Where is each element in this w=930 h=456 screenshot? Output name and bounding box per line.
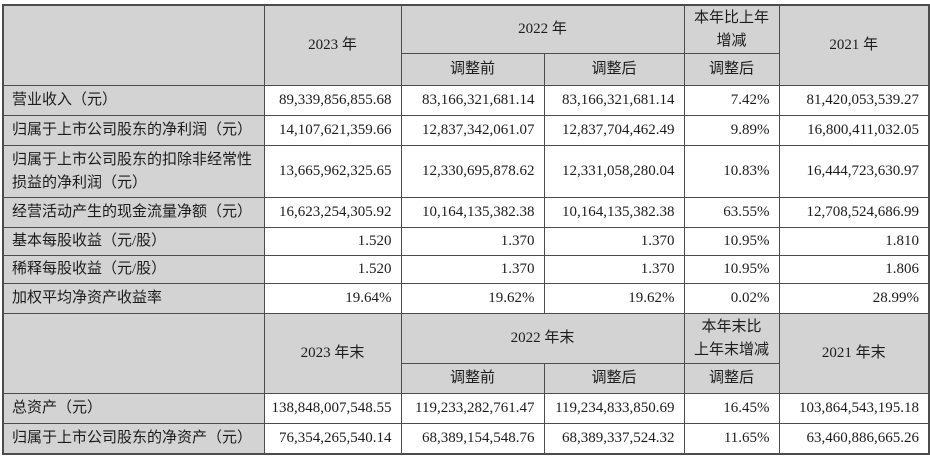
table-row-total-assets: 总资产（元） 138,848,007,548.55 119,233,282,76… <box>2 393 930 424</box>
header-year-end-change: 本年末比 上年末增减 <box>683 313 780 364</box>
subheader-after-adjust: 调整后 <box>543 53 685 86</box>
value-change: 16.45% <box>683 393 780 424</box>
value-2021: 81,420,053,539.27 <box>778 85 930 116</box>
value-2022-before: 68,389,154,548.76 <box>400 423 545 454</box>
value-2023: 19.64% <box>263 283 402 314</box>
header-year-2022: 2022 年 <box>400 4 685 54</box>
value-change: 0.02% <box>683 283 780 314</box>
section2-header-row-1: 2023 年末 2022 年末 本年末比 上年末增减 2021 年末 <box>2 313 930 394</box>
subheader-before-adjust: 调整前 <box>400 363 545 394</box>
subheader-before-adjust: 调整前 <box>400 53 545 86</box>
value-2021: 1.806 <box>778 255 930 284</box>
section1-header-row-2: 调整前 调整后 调整后 <box>3 53 929 86</box>
metric-label: 归属于上市公司股东的净利润（元） <box>2 115 265 146</box>
value-2023: 1.520 <box>263 227 402 256</box>
value-2023: 13,665,962,325.65 <box>263 145 402 198</box>
metric-label: 归属于上市公司股东的扣除非经常性损益的净利润（元） <box>2 145 265 198</box>
value-2022-after: 83,166,321,681.14 <box>543 85 685 116</box>
metric-label: 加权平均净资产收益率 <box>2 283 265 314</box>
metric-label: 基本每股收益（元/股） <box>2 227 265 256</box>
table-row-net-assets: 归属于上市公司股东的净资产（元） 76,354,265,540.14 68,38… <box>2 423 930 454</box>
subheader-change-after-adjust: 调整后 <box>683 363 780 394</box>
table-row-operating-cash-flow: 经营活动产生的现金流量净额（元） 16,623,254,305.92 10,16… <box>2 197 930 228</box>
financial-summary-table: 2023 年 2022 年 本年比上年 增减 2021 年 调整前 调整后 调整… <box>2 4 930 455</box>
metric-label: 营业收入（元） <box>2 85 265 116</box>
table-row-net-profit-deducted: 归属于上市公司股东的扣除非经常性损益的净利润（元） 13,665,962,325… <box>2 145 930 198</box>
header-year-2021: 2021 年 <box>778 4 930 86</box>
header-year-2023: 2023 年 <box>263 4 402 86</box>
value-2021: 103,864,543,195.18 <box>778 393 930 424</box>
value-2022-after: 12,837,704,462.49 <box>543 115 685 146</box>
header-year-end-2022: 2022 年末 <box>400 313 685 364</box>
value-2022-after: 119,234,833,850.69 <box>543 393 685 424</box>
value-2023: 76,354,265,540.14 <box>263 423 402 454</box>
header-yoy-change: 本年比上年 增减 <box>683 4 780 54</box>
value-2022-after: 10,164,135,382.38 <box>543 197 685 228</box>
value-2022-after: 12,331,058,280.04 <box>543 145 685 198</box>
value-2022-after: 1.370 <box>543 227 685 256</box>
value-2023: 1.520 <box>263 255 402 284</box>
value-change: 9.89% <box>683 115 780 146</box>
subheader-after-adjust: 调整后 <box>543 363 685 394</box>
value-change: 10.95% <box>683 227 780 256</box>
header-year-end-2021: 2021 年末 <box>778 313 930 394</box>
value-2021: 28.99% <box>778 283 930 314</box>
value-2022-before: 12,330,695,878.62 <box>400 145 545 198</box>
value-2022-before: 12,837,342,061.07 <box>400 115 545 146</box>
header-year-end-2023: 2023 年末 <box>263 313 402 394</box>
value-2023: 14,107,621,359.66 <box>263 115 402 146</box>
value-2022-after: 19.62% <box>543 283 685 314</box>
value-2021: 1.810 <box>778 227 930 256</box>
metric-label: 归属于上市公司股东的净资产（元） <box>2 423 265 454</box>
value-2022-before: 83,166,321,681.14 <box>400 85 545 116</box>
table-row-diluted-eps: 稀释每股收益（元/股） 1.520 1.370 1.370 10.95% 1.8… <box>2 255 930 284</box>
value-2022-before: 19.62% <box>400 283 545 314</box>
value-2023: 138,848,007,548.55 <box>263 393 402 424</box>
table-row-revenue: 营业收入（元） 89,339,856,855.68 83,166,321,681… <box>2 85 930 116</box>
value-2023: 89,339,856,855.68 <box>263 85 402 116</box>
section2-header-row-2: 调整前 调整后 调整后 <box>3 363 929 394</box>
metric-label: 稀释每股收益（元/股） <box>2 255 265 284</box>
value-2022-after: 68,389,337,524.32 <box>543 423 685 454</box>
value-change: 7.42% <box>683 85 780 116</box>
value-2021: 16,800,411,032.05 <box>778 115 930 146</box>
table-row-basic-eps: 基本每股收益（元/股） 1.520 1.370 1.370 10.95% 1.8… <box>2 227 930 256</box>
value-change: 10.95% <box>683 255 780 284</box>
metric-label: 经营活动产生的现金流量净额（元） <box>2 197 265 228</box>
metric-label: 总资产（元） <box>2 393 265 424</box>
table-row-weighted-avg-roe: 加权平均净资产收益率 19.64% 19.62% 19.62% 0.02% 28… <box>2 283 930 314</box>
value-2022-before: 1.370 <box>400 255 545 284</box>
value-2021: 16,444,723,630.97 <box>778 145 930 198</box>
value-2022-after: 1.370 <box>543 255 685 284</box>
value-2022-before: 10,164,135,382.38 <box>400 197 545 228</box>
value-2021: 63,460,886,665.26 <box>778 423 930 454</box>
corner-cell <box>2 4 265 86</box>
corner-cell <box>2 313 265 394</box>
value-2022-before: 1.370 <box>400 227 545 256</box>
value-change: 11.65% <box>683 423 780 454</box>
table-row-net-profit: 归属于上市公司股东的净利润（元） 14,107,621,359.66 12,83… <box>2 115 930 146</box>
subheader-change-after-adjust: 调整后 <box>683 53 780 86</box>
value-2021: 12,708,524,686.99 <box>778 197 930 228</box>
value-2022-before: 119,233,282,761.47 <box>400 393 545 424</box>
section1-header-row-1: 2023 年 2022 年 本年比上年 增减 2021 年 <box>2 4 930 86</box>
value-change: 63.55% <box>683 197 780 228</box>
value-2023: 16,623,254,305.92 <box>263 197 402 228</box>
value-change: 10.83% <box>683 145 780 198</box>
